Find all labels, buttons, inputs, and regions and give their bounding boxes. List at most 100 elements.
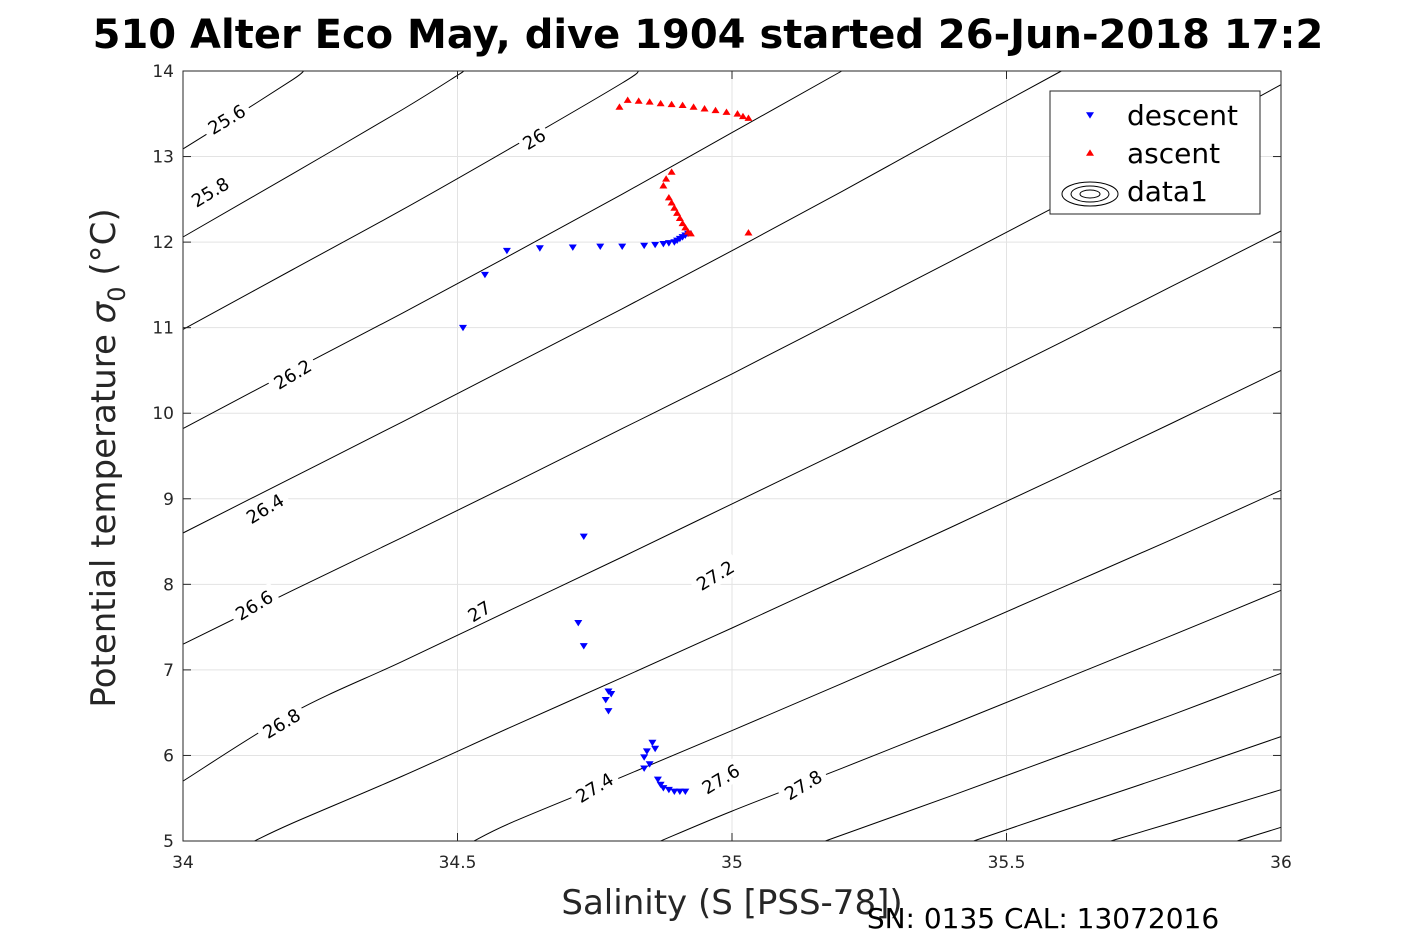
y-tick-label: 12 (152, 233, 174, 253)
x-axis-label: Salinity (S [PSS-78]) (561, 883, 902, 923)
descent-point (601, 697, 610, 704)
y-tick-label: 8 (163, 575, 174, 595)
contour-line-25-8 (182, 70, 465, 238)
ascent-point (689, 103, 698, 110)
legend-label-descent: descent (1127, 99, 1238, 132)
x-tick-label: 34 (172, 853, 194, 873)
legend-marker-descent (1086, 112, 1094, 119)
descent-point (604, 708, 613, 715)
y-tick-label: 6 (163, 746, 174, 766)
ascent-point (733, 110, 742, 117)
contour-line-26-4 (182, 70, 1062, 534)
descent-point (670, 788, 679, 795)
ascent-point (686, 229, 695, 237)
contour-label-bg (775, 762, 830, 807)
descent-point (458, 324, 467, 332)
legend-label-data1: data1 (1127, 175, 1208, 208)
y-axis-label-sigma: σ (84, 300, 124, 323)
contour-label-27-6: 27.6 (693, 756, 748, 801)
descent-point (618, 243, 627, 250)
ascent-point (700, 105, 709, 112)
contour-label-bg (237, 485, 292, 531)
legend-contour-icon (1061, 181, 1119, 207)
contour-line-27-8 (973, 736, 1282, 842)
contour-line-28-2 (1236, 826, 1282, 842)
y-tick-label: 14 (152, 62, 174, 82)
ascent-point (659, 182, 668, 189)
x-tick-label: 36 (1270, 853, 1292, 873)
data-series (458, 96, 753, 795)
contour-label-27-2: 27.2 (687, 552, 743, 598)
descent-point (502, 247, 511, 255)
descent-point (664, 240, 673, 247)
descent-point (640, 242, 649, 250)
descent-point (648, 739, 657, 747)
contour-label-bg (182, 169, 237, 214)
descent-point (664, 786, 673, 794)
contour-line-25-6 (182, 70, 305, 150)
contour-label-bg (254, 700, 309, 746)
legend: descent ascent data1 (1049, 90, 1261, 215)
legend-entry-ascent: ascent (1086, 137, 1220, 170)
legend-marker-ascent (1086, 149, 1094, 156)
descent-point (607, 691, 616, 698)
descent-point (640, 754, 649, 761)
y-tick-label: 10 (152, 404, 174, 424)
descent-point (675, 788, 684, 795)
contour-line-28 (1110, 789, 1282, 842)
legend-box (1049, 90, 1261, 215)
ascent-point (634, 97, 643, 104)
contour-label-bg (687, 552, 743, 598)
y-axis-label-unit: (°C) (84, 208, 124, 286)
y-tick-label: 7 (163, 661, 174, 681)
ascent-point (656, 99, 665, 107)
ascent-point (722, 108, 731, 115)
ascent-point (673, 209, 682, 216)
contour-line-27-6 (825, 672, 1282, 842)
x-tick-label: 35.5 (988, 853, 1026, 873)
descent-point (656, 781, 665, 789)
y-tick-label: 11 (152, 319, 174, 339)
series-ascent (615, 96, 753, 237)
ascent-point (662, 175, 671, 182)
contour-line-27-2 (473, 489, 1282, 842)
y-axis-label-main: Potential temperature (84, 323, 124, 707)
legend-contour-icon (1070, 185, 1110, 203)
contour-label-bg (460, 593, 498, 628)
descent-point (568, 244, 577, 251)
descent-point (651, 745, 660, 753)
descent-point (640, 765, 649, 772)
legend-contour-icon (1079, 189, 1101, 199)
ascent-point (667, 100, 676, 108)
contour-line-27 (254, 369, 1282, 842)
descent-point (480, 271, 489, 279)
contour-label-26-2: 26.2 (265, 351, 320, 397)
legend-label-ascent: ascent (1127, 137, 1220, 170)
ascent-point (744, 229, 753, 236)
descent-point (579, 533, 588, 541)
ascent-point (623, 96, 632, 103)
contour-label-bg (265, 351, 320, 397)
contour-label-27-8: 27.8 (775, 762, 830, 807)
contour-label-25-8: 25.8 (182, 169, 237, 214)
descent-point (596, 243, 605, 250)
ascent-point (681, 223, 690, 231)
descent-point (681, 788, 690, 795)
series-descent (458, 230, 693, 795)
x-tick-label: 34.5 (439, 853, 477, 873)
descent-point (574, 620, 583, 627)
x-tick-label: 35 (721, 853, 743, 873)
descent-point (659, 785, 668, 792)
contour-label-26-8: 26.8 (254, 700, 309, 746)
descent-point (651, 241, 660, 249)
legend-entry-descent: descent (1086, 99, 1238, 132)
contour-label-bg (515, 121, 553, 156)
ascent-point (645, 98, 654, 105)
descent-point (642, 748, 651, 755)
contour-line-26-8 (182, 230, 1282, 782)
ascent-point (678, 101, 687, 109)
y-tick-label: 13 (152, 148, 174, 168)
descent-point (579, 643, 588, 650)
